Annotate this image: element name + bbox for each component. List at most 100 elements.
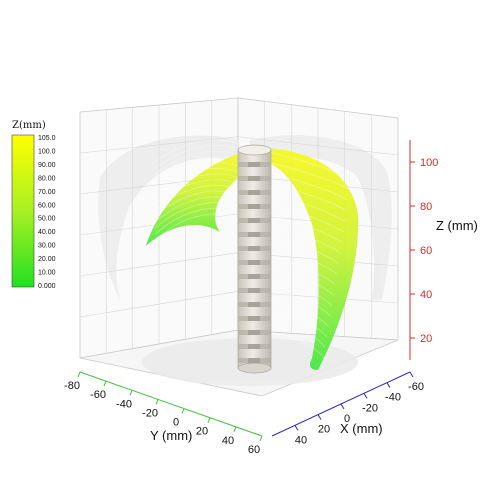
column-notch [248,162,260,167]
surface-left-wing-contours [149,139,241,241]
column-top [237,144,272,156]
x-tick-label: 40 [295,434,307,446]
column-body [237,149,272,369]
contour-line [271,268,334,296]
central-column [237,144,272,374]
contour-line [271,194,346,222]
colorbar-tick-label: 70.00 [38,189,56,196]
x-tick-label: -40 [385,392,401,404]
contour-line [271,173,349,201]
column-base [237,362,272,374]
colorbar-gradient [11,134,35,288]
x-tick-mark [409,371,414,378]
contour-line [150,150,241,178]
colorbar-tick-label: 30.00 [38,243,56,250]
column-notch [248,176,260,181]
x-axis-title: X (mm) [340,421,383,436]
contour-line [155,213,241,241]
contour-line [154,202,241,230]
y-tick-label: -60 [90,389,106,401]
contour-line [149,139,241,167]
colorbar-tick-label: 10.00 [38,270,56,277]
y-tick-mark [207,417,211,423]
colorbar-tick-label: 0.000 [38,283,56,290]
y-axis-line [79,371,263,437]
column-grooves [238,162,271,363]
y-tick-mark [129,390,133,396]
y-axis-ticks: -80 -60 -40 -20 0 20 40 60 [64,371,263,456]
y-tick-mark [155,399,159,405]
contour-line [271,237,339,264]
surface-left-wing [146,148,268,246]
x-tick-mark [340,403,345,410]
y-tick-label: -40 [116,398,132,410]
x-tick-label: 0 [344,413,350,425]
y-tick-label: 40 [222,435,234,447]
z-tick-label: 20 [420,333,432,345]
contour-line [271,289,331,317]
column-notch [248,358,260,363]
column-notch [248,330,260,335]
contour-line [271,205,344,233]
contour-line [271,226,341,254]
z-tick-label: 100 [420,157,438,169]
z-tick-label: 80 [420,201,432,213]
contour-line [151,162,241,190]
colorbar-tick-label: 40.00 [38,229,56,236]
contour-line [271,184,348,212]
y-axis: -80 -60 -40 -20 0 20 40 60 Y (mm) [64,371,263,456]
left-wall-projection [98,135,239,300]
column-notch [248,218,260,223]
colorbar-tick-label: 50.00 [38,216,56,223]
contour-line [153,185,241,213]
z-tick-label: 60 [420,245,432,257]
y-tick-label: 60 [248,444,260,456]
z-axis-ticks: 20 40 60 80 100 [410,157,438,345]
x-axis: 40 20 0 -20 -40 -60 X (mm) [271,371,424,446]
contour-line [271,215,343,243]
z-axis: 20 40 60 80 100 Z (mm) [409,140,478,360]
contour-line [154,196,241,224]
x-axis-ticks: 40 20 0 -20 -40 -60 [294,371,424,446]
y-tick-mark [259,435,263,442]
y-tick-label: 0 [173,417,179,429]
contour-line [271,163,351,190]
y-tick-mark [77,371,81,378]
contour-line [271,258,336,285]
x-tick-label: 20 [318,424,330,436]
colorbar-tick-label: 100.0 [38,148,56,155]
x-tick-label: -20 [362,402,378,414]
x-tick-label: -60 [408,381,424,393]
contour-line [271,321,326,349]
contour-line [271,152,353,180]
colorbar: Z(mm) 105.0 100.0 90.00 80.00 70.00 60.00 50.0… [11,120,56,290]
contour-line [151,167,241,195]
contour-line [271,332,325,359]
contour-line [271,310,328,338]
column-notch [248,204,260,209]
y-axis-title: Y (mm) [150,428,192,443]
contour-line [151,156,241,184]
z-axis-title: Z (mm) [436,218,478,233]
colorbar-title: Z(mm) [12,120,46,131]
column-notch [248,274,260,279]
column-notch [248,190,260,195]
colorbar-tick-label: 90.00 [38,162,56,169]
z-tick-label: 40 [420,289,432,301]
y-tick-mark [233,426,237,433]
colorbar-tick-label: 105.0 [38,135,56,142]
colorbar-tick-label: 80.00 [38,175,56,182]
column-notch [248,302,260,307]
column-notch [248,288,260,293]
y-tick-mark [181,408,185,414]
contour-line [271,279,333,306]
colorbar-tick-label: 20.00 [38,256,56,263]
x-tick-mark [363,393,368,399]
column-notch [248,344,260,349]
colorbar-ticks: 105.0 100.0 90.00 80.00 70.00 60.00 50.00 40.00… [38,135,56,290]
x-tick-mark [386,382,391,388]
contour-line [271,247,338,275]
column-notch [248,260,260,265]
column-notch [248,316,260,321]
